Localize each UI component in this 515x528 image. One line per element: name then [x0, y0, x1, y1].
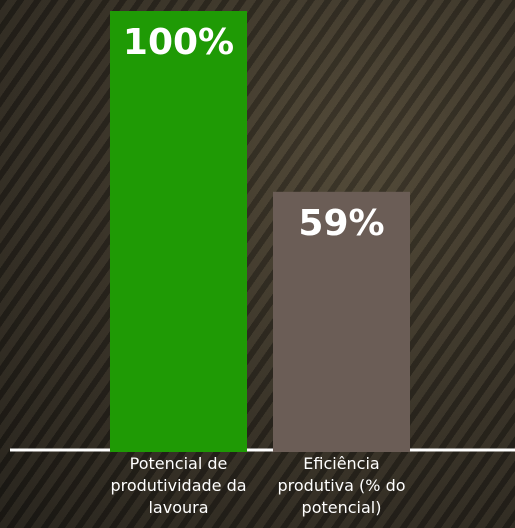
category-label: Potencial de produtividade da lavoura: [110, 454, 247, 517]
bar: [273, 191, 410, 452]
bar: [110, 11, 247, 452]
value-label: 100%: [123, 22, 234, 63]
category-label: Eficiência produtiva (% do potencial): [277, 454, 406, 517]
value-label: 59%: [298, 203, 384, 244]
